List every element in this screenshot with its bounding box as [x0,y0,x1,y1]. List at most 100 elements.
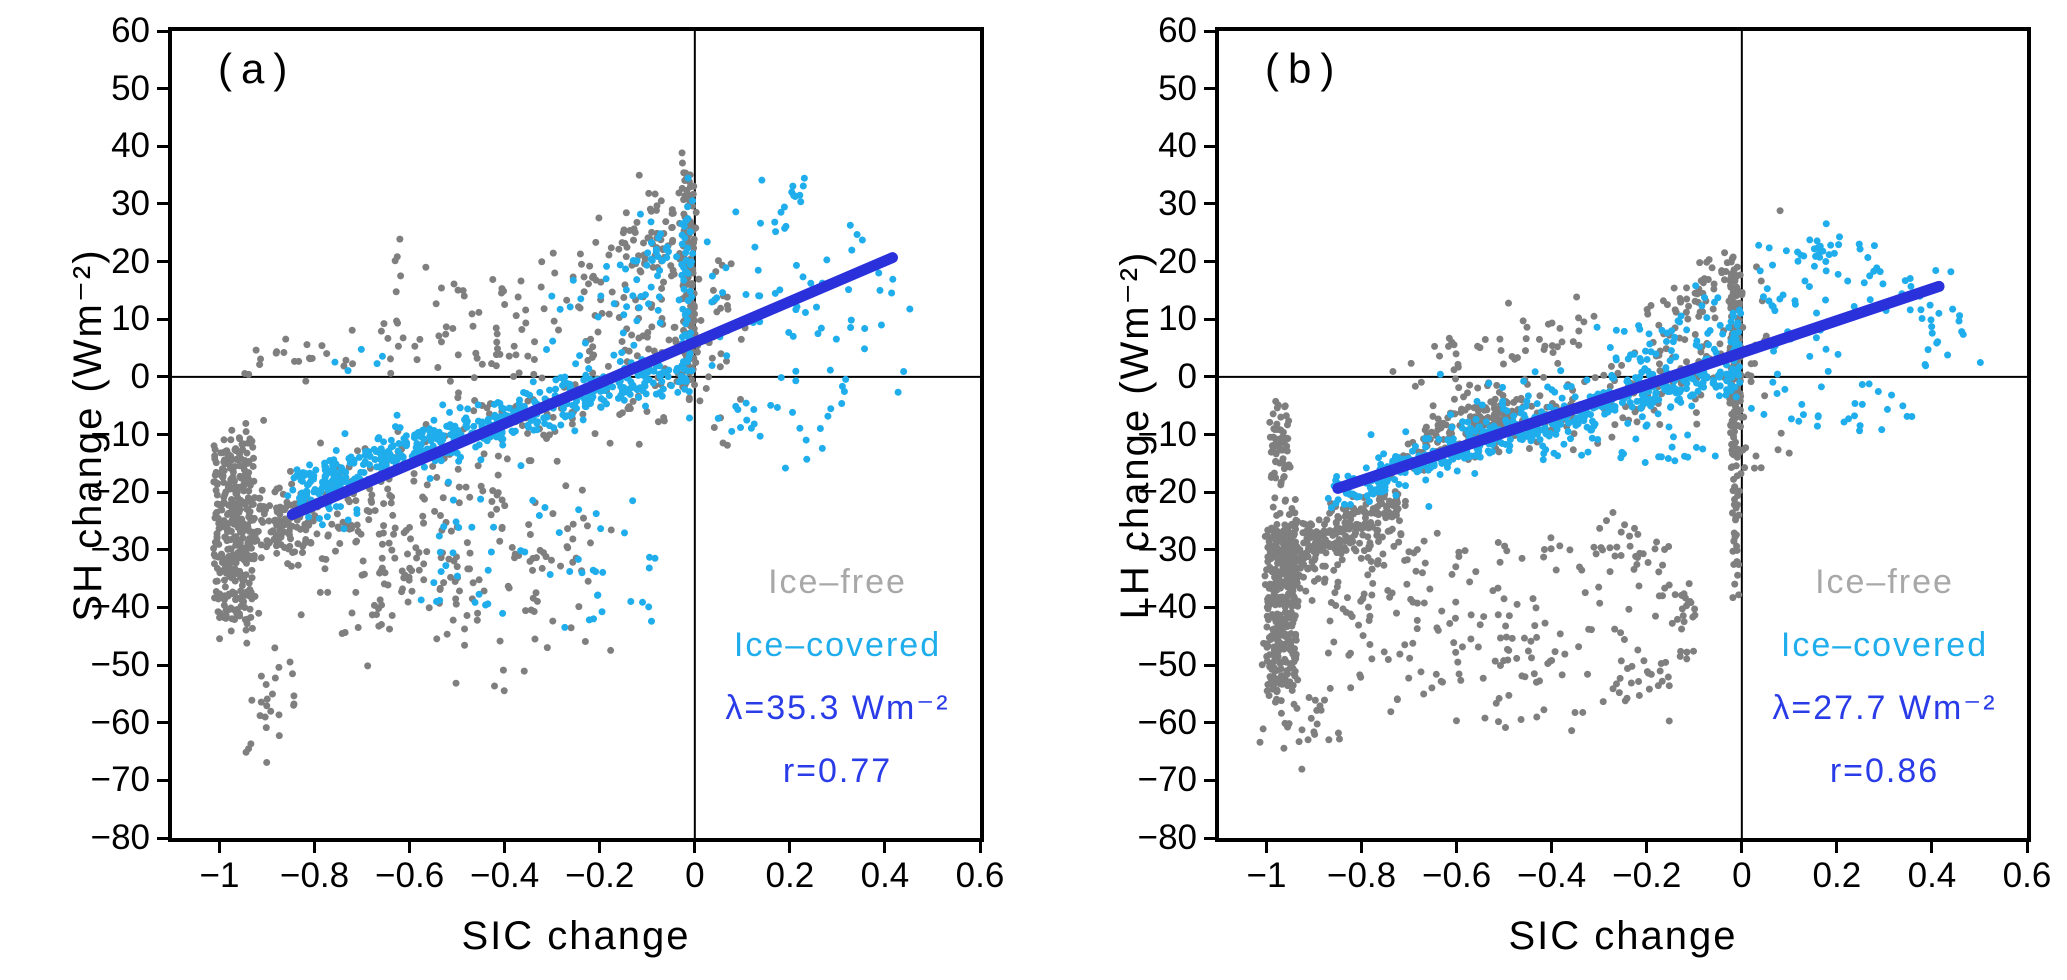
legend-r-value: r=0.86 [1829,752,1940,790]
x-tick-label: −0.8 [280,856,350,895]
y-tick-label: −40 [90,587,150,627]
panel-letter-b: (b) [1265,45,1344,92]
x-tick-label: −0.6 [375,856,445,895]
y-tick-label: 60 [1158,11,1197,50]
y-tick-mark [1204,433,1215,436]
x-tick-label: 0 [685,856,705,895]
legend-b: Ice–free Ice–covered λ=27.7 Wm⁻² r=0.86 [1742,551,2027,803]
y-tick-label: −70 [90,760,150,800]
y-tick-mark [157,260,168,264]
y-tick-label: 50 [111,68,150,108]
legend-lambda-value: λ=27.7 Wm⁻² [1772,689,1997,727]
x-tick-mark [693,842,697,853]
y-tick-label: −10 [1137,414,1197,454]
y-tick-label: 10 [111,299,150,339]
y-tick-label: −80 [90,818,150,857]
y-tick-label: 10 [1158,299,1197,339]
x-tick-label: 0 [1732,856,1752,895]
y-tick-mark [157,548,168,552]
y-tick-label: −80 [1137,818,1197,857]
x-tick-label: 0.4 [860,856,910,895]
y-tick-mark [157,836,168,840]
y-tick-mark [157,144,168,148]
x-tick-label: 0.2 [1812,856,1862,895]
y-tick-label: 0 [1177,356,1197,396]
x-tick-mark [598,842,602,853]
legend-ice-covered-label: Ice–covered [733,626,942,664]
y-tick-mark [157,605,168,609]
x-tick-mark [313,842,317,853]
y-tick-mark [157,663,168,667]
y-tick-label: 0 [130,356,150,396]
y-tick-mark [1204,144,1215,148]
y-tick-mark [1204,202,1215,206]
x-tick-mark [1645,842,1649,853]
panel-letter-a: (a) [218,45,297,92]
y-tick-label: 40 [1158,126,1197,166]
y-tick-label: 20 [1158,241,1197,281]
y-tick-mark [1204,375,1215,379]
y-tick-label: −50 [1137,645,1197,685]
x-tick-label: −0.8 [1327,856,1397,895]
x-tick-mark [408,842,412,853]
x-tick-label: 0.4 [1907,856,1957,895]
y-tick-label: −60 [1137,702,1197,742]
y-tick-mark [1204,490,1215,494]
y-tick-mark [1204,605,1215,609]
legend-a: Ice–free Ice–covered λ=35.3 Wm⁻² r=0.77 [695,551,980,803]
x-tick-label: −0.2 [1612,856,1682,895]
y-tick-label: 50 [1158,68,1197,108]
legend-r-value: r=0.77 [782,752,893,790]
y-tick-label: −30 [1137,529,1197,569]
x-tick-label: 0.2 [765,856,815,895]
scatter-canvas-b [1219,31,2027,838]
y-tick-mark [1204,836,1215,840]
plot-area-b: (b) Ice–free Ice–covered λ=27.7 Wm⁻² r=0… [1215,27,2031,842]
x-tick-label: −0.4 [1517,856,1587,895]
legend-ice-covered-label: Ice–covered [1780,626,1989,664]
y-tick-label: 30 [1158,183,1197,223]
x-tick-label: 0.6 [955,856,1005,895]
y-tick-mark [1204,260,1215,264]
y-tick-mark [157,29,168,33]
x-axis-title-a: SIC change [461,914,691,958]
y-tick-label: 30 [111,183,150,223]
y-tick-mark [157,490,168,494]
x-tick-mark [1550,842,1554,853]
x-tick-mark [788,842,792,853]
y-tick-label: −20 [90,472,150,512]
y-tick-label: 20 [111,241,150,281]
x-tick-mark [1360,842,1364,853]
x-tick-mark [1740,842,1744,853]
y-tick-label: −60 [90,702,150,742]
x-tick-mark [1455,842,1459,853]
legend-ice-free-label: Ice–free [1815,563,1954,601]
x-tick-mark [1265,842,1269,853]
y-tick-label: −30 [90,529,150,569]
y-tick-mark [1204,29,1215,33]
y-tick-label: −40 [1137,587,1197,627]
y-tick-label: 40 [111,126,150,166]
x-tick-mark [218,842,222,853]
y-tick-mark [1204,548,1215,552]
y-tick-mark [1204,317,1215,321]
y-tick-mark [1204,663,1215,667]
y-tick-label: −70 [1137,760,1197,800]
y-tick-mark [1204,87,1215,91]
y-tick-mark [157,433,168,436]
y-tick-mark [157,202,168,206]
y-tick-mark [157,778,168,782]
x-tick-label: −0.4 [470,856,540,895]
x-axis-title-b: SIC change [1508,914,1738,958]
y-tick-label: −10 [90,414,150,454]
y-tick-label: −20 [1137,472,1197,512]
x-tick-mark [2025,842,2029,853]
x-tick-label: −1 [199,856,240,895]
x-tick-label: −1 [1246,856,1287,895]
y-tick-mark [157,317,168,321]
y-tick-mark [157,87,168,91]
x-tick-mark [883,842,887,853]
